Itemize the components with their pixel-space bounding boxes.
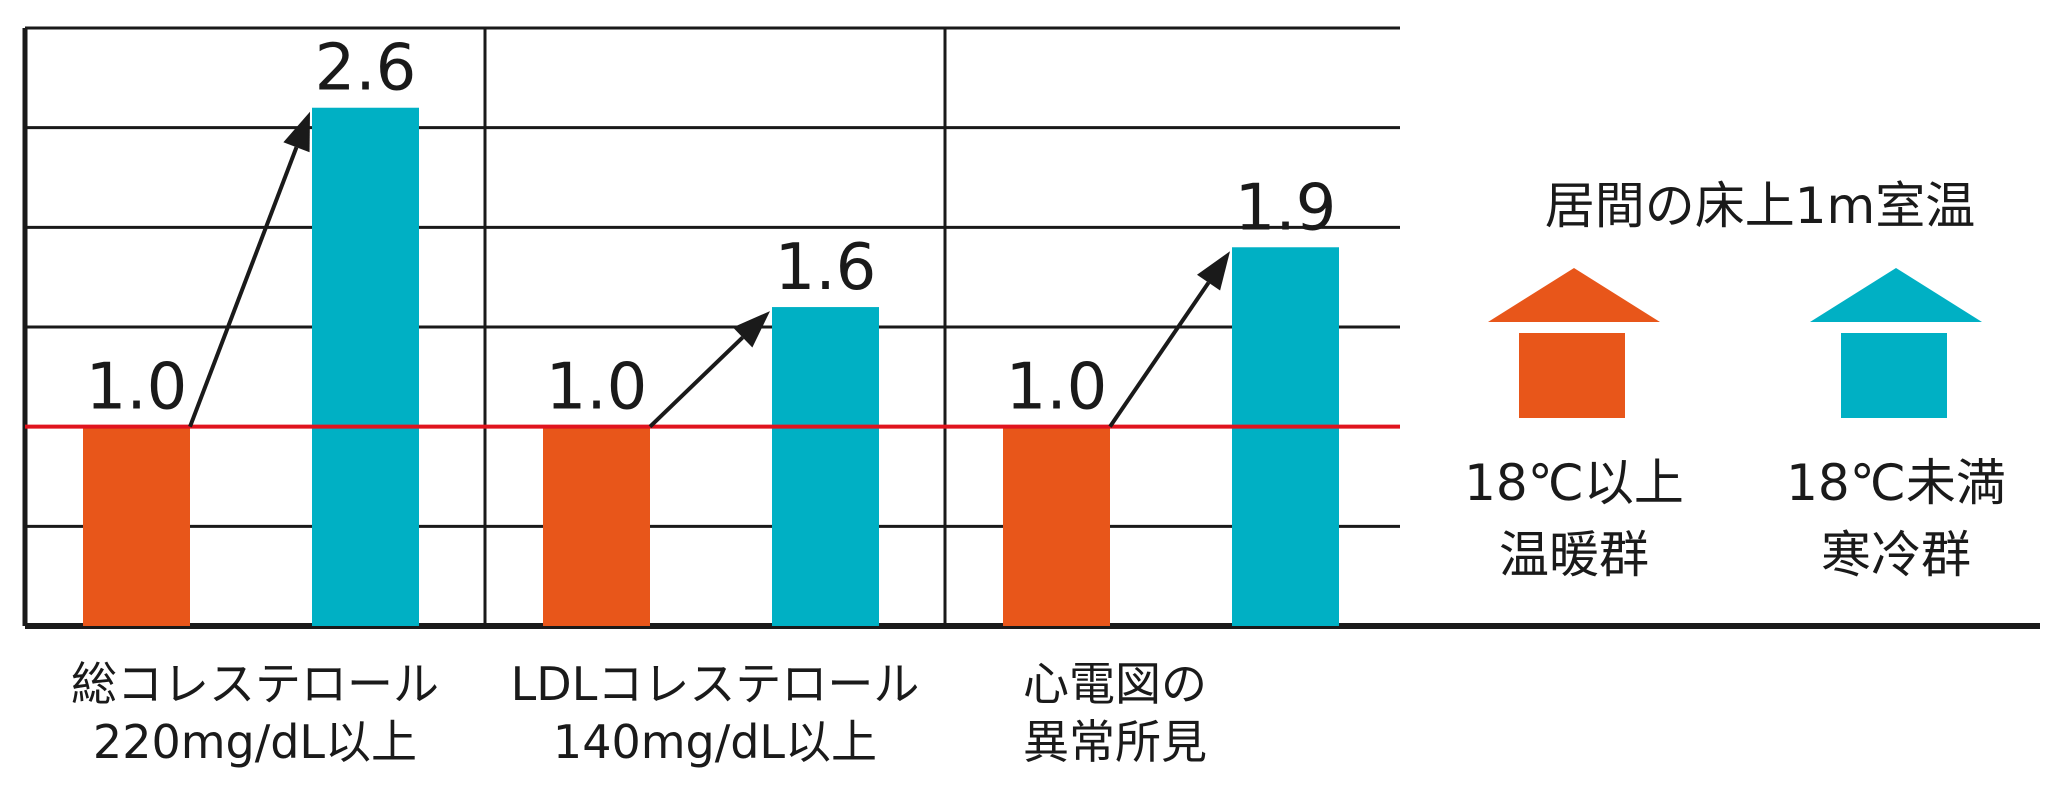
value-label-1-0: 2.6 bbox=[315, 32, 417, 106]
bar-0-1 bbox=[543, 426, 650, 626]
value-label-0-0: 1.0 bbox=[86, 351, 188, 425]
arrow-shaft-2 bbox=[1108, 281, 1211, 428]
bar-0-0 bbox=[83, 426, 190, 626]
arrows bbox=[188, 111, 1230, 429]
arrow-head-2 bbox=[1196, 251, 1230, 291]
category-label-2-0: 心電図の bbox=[1023, 657, 1207, 711]
arrow-shaft-1 bbox=[648, 335, 745, 429]
legend-cold-house-roof bbox=[1810, 268, 1982, 322]
arrow-head-0 bbox=[283, 111, 310, 153]
category-label-0-0: 総コレステロール bbox=[71, 657, 439, 711]
bar-0-2 bbox=[1003, 426, 1110, 626]
legend-cold-name: 寒冷群 bbox=[1821, 526, 1971, 584]
value-label-1-2: 1.9 bbox=[1235, 171, 1337, 245]
bar-1-2 bbox=[1232, 247, 1339, 626]
legend-warm-condition: 18℃以上 bbox=[1464, 454, 1684, 512]
value-label-0-1: 1.0 bbox=[546, 351, 648, 425]
category-label-0-1: 220mg/dL以上 bbox=[93, 715, 417, 769]
bar-1-1 bbox=[772, 307, 879, 626]
legend: 居間の床上1m室温 18℃以上 温暖群 18℃未満 寒冷群 bbox=[1464, 177, 2006, 584]
value-label-1-1: 1.6 bbox=[775, 231, 877, 305]
value-label-0-2: 1.0 bbox=[1006, 351, 1108, 425]
legend-warm-house-body bbox=[1519, 333, 1625, 418]
category-label-1-1: 140mg/dL以上 bbox=[553, 715, 877, 769]
bar-1-0 bbox=[312, 107, 419, 626]
legend-warm-name: 温暖群 bbox=[1499, 526, 1649, 584]
legend-cold-house-body bbox=[1841, 333, 1947, 418]
legend-warm-house-roof bbox=[1488, 268, 1660, 322]
category-label-2-1: 異常所見 bbox=[1023, 715, 1207, 769]
category-label-1-0: LDLコレステロール bbox=[511, 657, 920, 711]
arrow-head-1 bbox=[732, 311, 770, 348]
value-labels: 1.0 2.6 1.0 1.6 1.0 1.9 bbox=[86, 32, 1337, 425]
bars bbox=[83, 107, 1339, 626]
arrow-shaft-0 bbox=[188, 146, 299, 428]
legend-cold-condition: 18℃未満 bbox=[1786, 454, 2006, 512]
legend-title: 居間の床上1m室温 bbox=[1545, 177, 1976, 235]
